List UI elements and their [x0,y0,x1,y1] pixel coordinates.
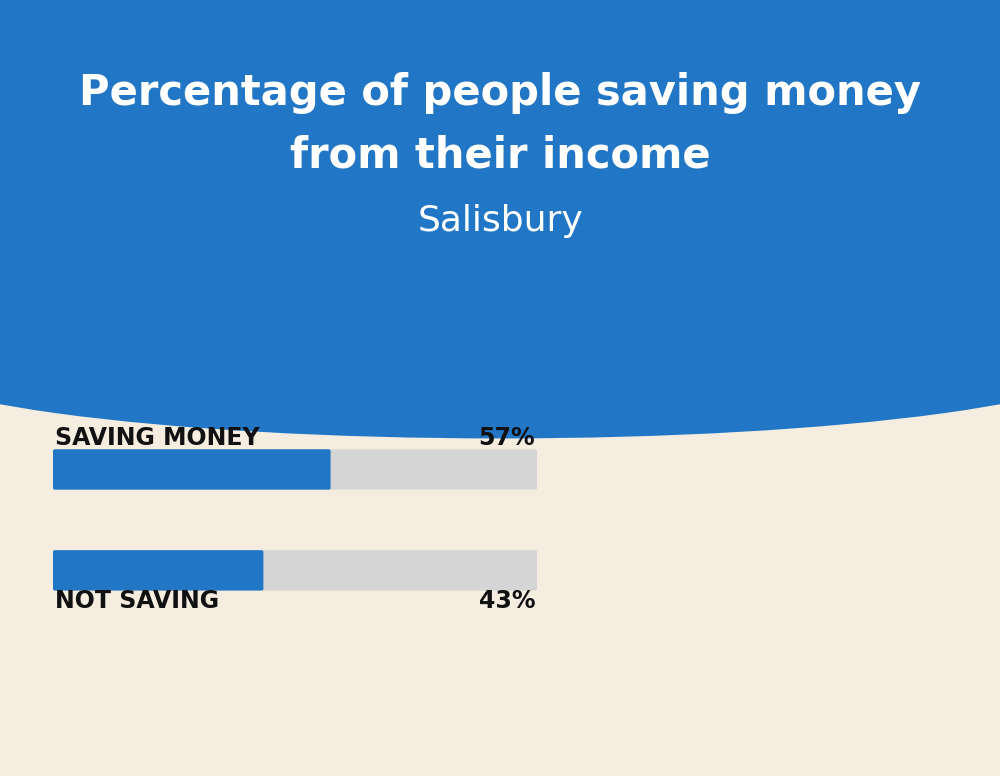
Text: 57%: 57% [478,427,535,450]
Text: Percentage of people saving money: Percentage of people saving money [79,72,921,114]
Text: SAVING MONEY: SAVING MONEY [55,427,260,450]
Text: from their income: from their income [290,134,710,176]
Text: 43%: 43% [479,590,535,613]
Text: NOT SAVING: NOT SAVING [55,590,219,613]
Text: Salisbury: Salisbury [417,204,583,238]
